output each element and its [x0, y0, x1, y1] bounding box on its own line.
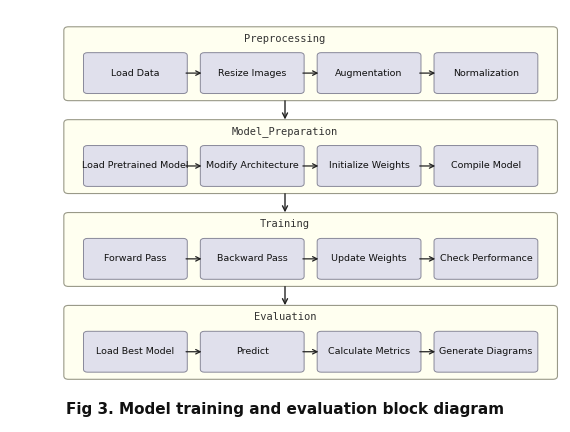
FancyBboxPatch shape	[434, 238, 538, 280]
Text: Compile Model: Compile Model	[451, 162, 521, 171]
FancyBboxPatch shape	[83, 146, 188, 187]
FancyBboxPatch shape	[200, 146, 304, 187]
Text: Forward Pass: Forward Pass	[104, 254, 166, 264]
FancyBboxPatch shape	[83, 53, 188, 94]
FancyBboxPatch shape	[200, 53, 304, 94]
Text: Training: Training	[260, 219, 310, 229]
FancyBboxPatch shape	[83, 238, 188, 280]
FancyBboxPatch shape	[317, 146, 421, 187]
FancyBboxPatch shape	[200, 331, 304, 372]
Text: Normalization: Normalization	[453, 69, 519, 78]
Text: Update Weights: Update Weights	[331, 254, 407, 264]
FancyBboxPatch shape	[200, 238, 304, 280]
Text: Model_Preparation: Model_Preparation	[232, 127, 338, 137]
Text: Preprocessing: Preprocessing	[245, 34, 325, 44]
Text: Load Data: Load Data	[111, 69, 160, 78]
FancyBboxPatch shape	[64, 27, 557, 101]
FancyBboxPatch shape	[64, 120, 557, 194]
FancyBboxPatch shape	[317, 238, 421, 280]
Text: Calculate Metrics: Calculate Metrics	[328, 347, 410, 356]
FancyBboxPatch shape	[317, 53, 421, 94]
Text: Augmentation: Augmentation	[335, 69, 403, 78]
Text: Initialize Weights: Initialize Weights	[329, 162, 409, 171]
Text: Evaluation: Evaluation	[254, 312, 316, 322]
Text: Check Performance: Check Performance	[439, 254, 532, 264]
FancyBboxPatch shape	[434, 146, 538, 187]
FancyBboxPatch shape	[64, 213, 557, 286]
Text: Load Best Model: Load Best Model	[96, 347, 174, 356]
FancyBboxPatch shape	[83, 331, 188, 372]
FancyBboxPatch shape	[317, 331, 421, 372]
Text: Backward Pass: Backward Pass	[217, 254, 288, 264]
FancyBboxPatch shape	[434, 331, 538, 372]
Text: Predict: Predict	[236, 347, 268, 356]
Text: Fig 3. Model training and evaluation block diagram: Fig 3. Model training and evaluation blo…	[66, 402, 504, 417]
Text: Resize Images: Resize Images	[218, 69, 286, 78]
FancyBboxPatch shape	[64, 305, 557, 379]
Text: Modify Architecture: Modify Architecture	[206, 162, 299, 171]
Text: Load Pretrained Model: Load Pretrained Model	[82, 162, 189, 171]
FancyBboxPatch shape	[434, 53, 538, 94]
Text: Generate Diagrams: Generate Diagrams	[439, 347, 532, 356]
